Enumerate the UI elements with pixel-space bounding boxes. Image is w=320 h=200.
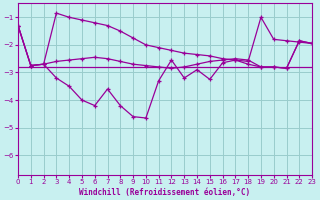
X-axis label: Windchill (Refroidissement éolien,°C): Windchill (Refroidissement éolien,°C)	[79, 188, 251, 197]
